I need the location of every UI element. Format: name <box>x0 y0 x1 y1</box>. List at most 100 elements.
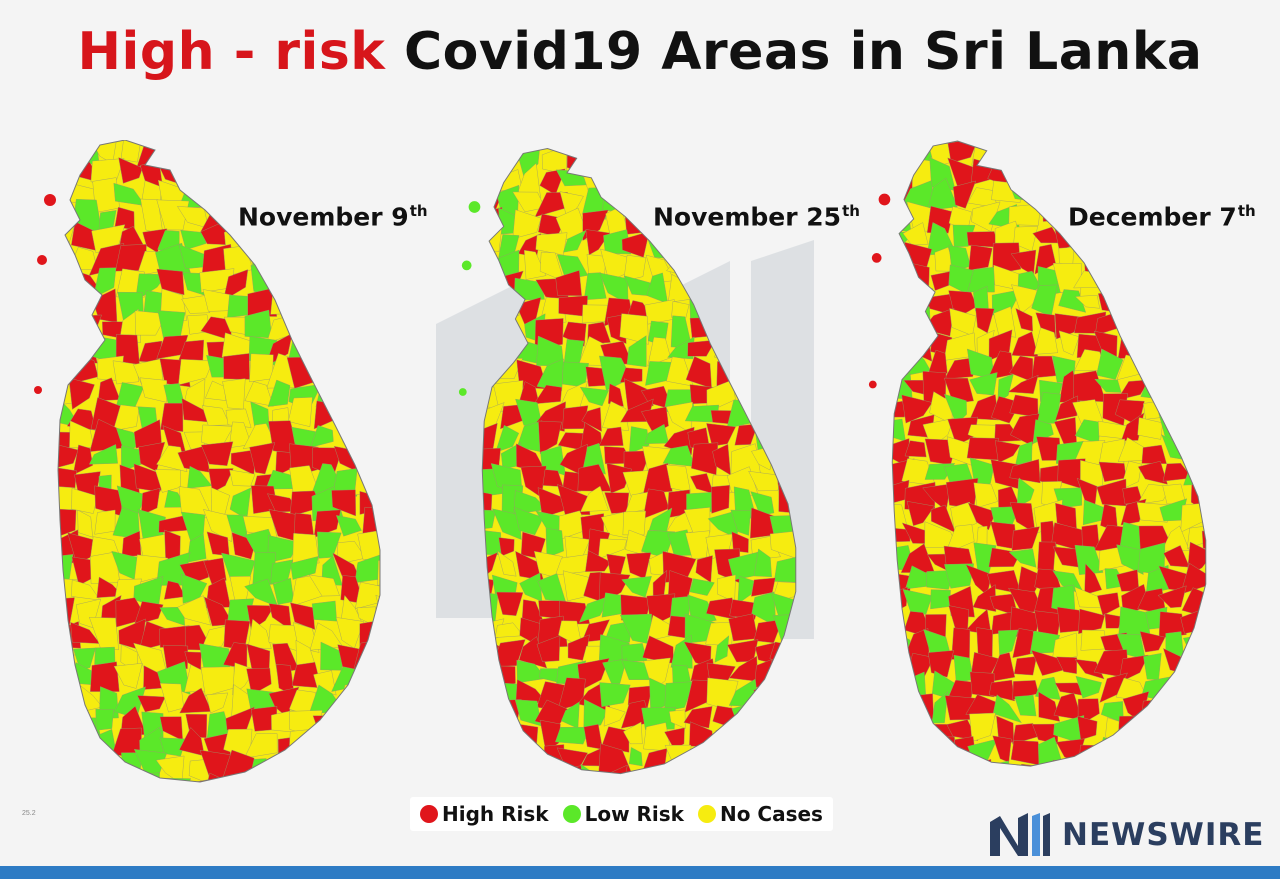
district-cell <box>400 476 410 488</box>
district-cell <box>691 442 719 476</box>
district-cell <box>33 529 49 565</box>
district-cell <box>865 531 890 551</box>
district-cell <box>335 265 366 301</box>
district-cell <box>685 171 715 199</box>
district-cell <box>973 482 998 508</box>
district-cell <box>1011 526 1040 551</box>
district-cell <box>749 763 775 774</box>
district-cell <box>793 250 796 280</box>
district-cell <box>792 423 796 456</box>
district-cell <box>538 420 562 455</box>
district-cell <box>1074 544 1104 575</box>
district-cell <box>1207 607 1230 637</box>
district-cell <box>206 692 229 714</box>
district-cell <box>814 402 825 432</box>
district-cell <box>1013 656 1037 676</box>
district-cell <box>1225 650 1235 680</box>
district-cell <box>1233 507 1235 528</box>
district-cell <box>290 556 319 580</box>
district-cell <box>286 246 316 279</box>
district-cell <box>1036 178 1059 206</box>
district-cell <box>32 377 54 410</box>
district-cell <box>683 507 711 534</box>
district-cell <box>405 140 410 157</box>
district-cell <box>404 756 410 781</box>
district-cell <box>772 763 796 774</box>
district-cell <box>1054 157 1075 190</box>
district-cell <box>1207 413 1233 438</box>
district-cell <box>603 705 626 727</box>
district-cell <box>208 140 234 169</box>
district-cell <box>58 757 79 782</box>
district-cell <box>356 425 380 453</box>
district-cell <box>814 553 825 575</box>
district-cell <box>621 576 652 598</box>
district-cell <box>598 426 624 446</box>
district-cell <box>458 172 475 198</box>
district-cell <box>377 751 380 782</box>
district-cell <box>378 663 380 693</box>
district-cell <box>664 681 695 712</box>
district-cell <box>408 452 410 468</box>
district-cell <box>865 758 888 785</box>
district-cell <box>994 423 1022 443</box>
district-cell <box>1159 352 1182 373</box>
district-cell <box>382 774 403 790</box>
district-cell <box>1161 306 1193 334</box>
district-cell <box>180 229 207 251</box>
district-cell <box>1016 477 1035 508</box>
district-cell <box>1213 718 1233 747</box>
district-cell <box>892 756 908 767</box>
district-cell <box>1183 157 1206 184</box>
district-cell <box>998 629 1019 656</box>
district-cell <box>792 705 796 734</box>
district-cell <box>222 776 250 782</box>
district-cell <box>385 683 405 716</box>
district-cell <box>1137 328 1172 358</box>
district-cell <box>1204 335 1206 358</box>
district-cell <box>355 251 380 270</box>
district-cell <box>377 558 380 586</box>
district-cell <box>397 666 410 691</box>
district-cell <box>689 148 711 175</box>
district-cell <box>708 320 740 337</box>
district-cell <box>482 357 498 390</box>
district-cell <box>357 331 380 363</box>
district-cell <box>513 507 544 536</box>
district-cell <box>1181 741 1206 765</box>
district-cell <box>687 339 717 357</box>
district-cell <box>455 532 480 558</box>
district-cell <box>865 376 891 402</box>
district-cell <box>30 335 55 358</box>
district-cell <box>816 701 825 732</box>
district-cell <box>706 741 738 774</box>
district-cell <box>456 343 480 366</box>
district-cell <box>1209 350 1233 377</box>
district-cell <box>58 208 60 230</box>
district-cell <box>95 708 114 731</box>
district-cell <box>1185 441 1206 463</box>
district-cell <box>793 343 796 369</box>
district-cell <box>387 449 408 475</box>
district-cell <box>1230 396 1235 426</box>
district-cell <box>562 321 587 347</box>
district-cell <box>402 249 410 277</box>
district-cell <box>455 510 481 536</box>
district-cell <box>581 407 602 432</box>
district-cell <box>642 166 675 194</box>
district-cell <box>769 258 796 277</box>
district-cell <box>455 721 481 753</box>
district-cell <box>30 449 49 471</box>
district-cell <box>865 460 891 490</box>
district-cell <box>405 596 410 629</box>
district-cell <box>1115 274 1149 298</box>
district-cell <box>291 287 317 318</box>
district-cell <box>1164 716 1187 740</box>
district-cell <box>456 554 473 578</box>
district-cell <box>628 747 643 767</box>
district-cell <box>865 700 888 726</box>
district-cell <box>904 440 927 458</box>
district-cell <box>321 140 343 170</box>
district-cell <box>58 429 59 456</box>
district-cell <box>1201 634 1206 661</box>
